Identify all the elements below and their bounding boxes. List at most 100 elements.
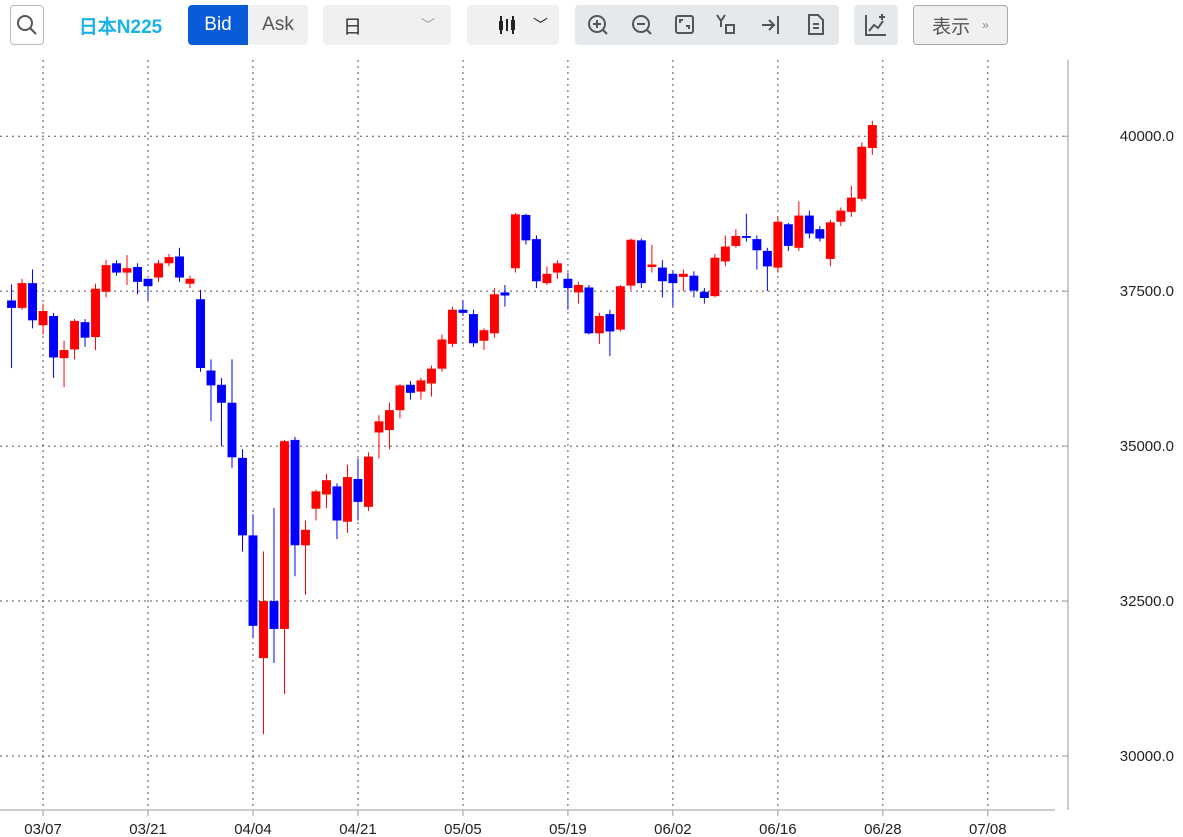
candle-body [720,246,730,262]
candle-body [91,288,100,338]
candle-body [227,402,237,458]
candle-body [846,197,856,212]
candle-body [447,309,457,344]
candle-body [28,283,38,321]
candle-body [364,456,373,507]
candle-body [584,287,594,334]
candle-body [206,370,216,386]
candle-body [731,236,741,246]
search-button[interactable] [10,5,44,45]
candle-body [825,222,835,259]
candle-body [353,478,363,502]
candle-body [573,284,583,293]
x-tick-label: 03/07 [24,821,62,837]
chevron: » [982,18,989,32]
candle-body [59,350,69,359]
y-tick-label: 37500.0 [1120,283,1174,300]
candle-body [259,601,268,659]
candle-body [594,315,604,334]
x-tick-label: 06/02 [654,821,692,837]
x-tick-label: 05/19 [549,821,587,837]
candle-body [815,229,825,239]
candle-body [332,486,342,521]
candle-body [49,315,58,358]
y-tick-label: 32500.0 [1120,593,1174,610]
candle-body [626,239,636,286]
symbol[interactable]: 日本N225 [78,16,163,38]
y-tick-label: 30000.0 [1120,748,1174,765]
candle-body [752,239,762,251]
candle-body [101,265,111,292]
candle-body [374,421,384,433]
chart: 30000.0 32500.0 35000.0 37500.0 40000.0 03/07… [0,60,1174,837]
candle-body [164,257,174,264]
x-tick-label: 03/21 [129,821,167,837]
candle-body [468,314,478,344]
candle-body [531,239,541,282]
candle-body [836,210,846,222]
candle-body [437,339,447,369]
candle-body [521,214,531,241]
candle-body [773,221,783,268]
period-select[interactable]: 日 ﹀ [323,5,451,45]
x-tick-label: 06/28 [864,821,902,837]
candle-body [38,311,48,326]
candle-body [301,529,310,546]
candle-body [510,214,520,269]
candle-body [248,535,258,626]
candle-body [636,240,646,284]
candle-body [311,491,321,509]
candle-body [783,224,793,246]
candle-body [17,283,27,308]
candle-body [426,368,436,384]
candle-body [542,273,552,284]
candle-body [563,278,573,289]
candle-body [489,294,499,334]
candle-body [80,322,90,338]
candle-body [857,146,867,199]
ask-button[interactable]: Ask [248,5,308,45]
candle-body [500,292,510,296]
x-tick-label: 05/05 [444,821,482,837]
candle-body [458,309,468,313]
svg-text:﹀: ﹀ [533,17,548,34]
candle-body [657,267,667,282]
candle-body [479,330,489,341]
candle-body [741,236,751,238]
candle-body [175,256,184,278]
indicator-button[interactable] [854,5,898,45]
bid-button[interactable]: Bid [188,5,248,45]
candle-body [710,257,720,297]
candle-body [647,264,657,268]
candle-body [143,278,153,287]
toolbar: 日本N225 Bid Ask 日 ﹀ ﹀ 表示» [0,0,1183,50]
x-tick-label: 06/16 [759,821,797,837]
candle-body [122,268,132,273]
candle-body [196,299,205,369]
candle-body [395,385,405,411]
candle-body [269,601,279,629]
candle-body [762,250,772,267]
display-button[interactable]: 表示 » [913,5,1008,45]
candle-body [322,480,331,495]
chevron: ﹀ [421,17,435,33]
candle-body [133,267,142,282]
y-tick-label: 40000.0 [1120,128,1174,145]
chart-type-select[interactable]: ﹀ [467,5,559,45]
indicator-icon [865,14,886,36]
candle-body [7,300,17,308]
candle-body [867,125,877,149]
candle-body [112,263,121,273]
x-tick-label: 04/04 [234,821,272,837]
candle-icon: ﹀ [499,16,548,34]
tool-group [575,5,839,45]
candle-body [794,215,804,248]
candle-body [416,380,426,392]
candle-body [343,477,352,522]
candle-body [70,320,79,350]
candle-body [154,263,163,278]
period: 日 [343,16,363,38]
tool-icons [588,14,824,35]
candle-body [384,410,394,430]
